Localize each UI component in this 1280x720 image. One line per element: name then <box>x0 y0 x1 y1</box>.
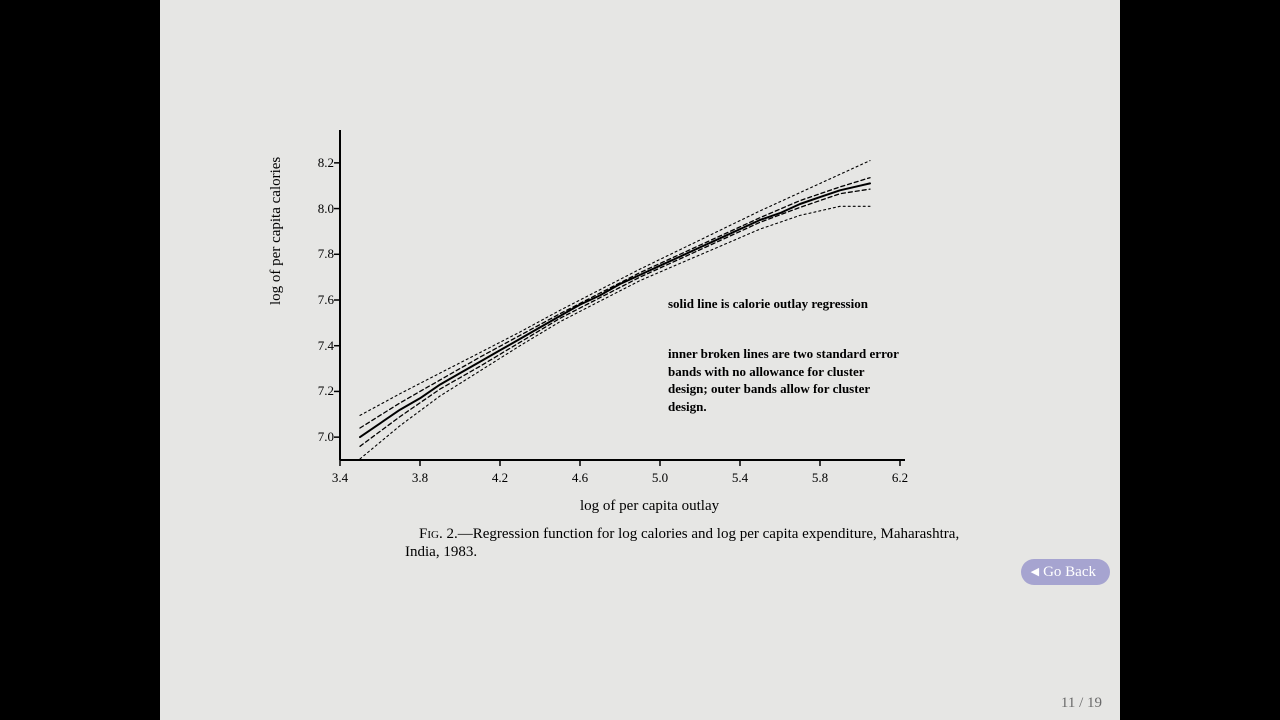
x-tick-label: 5.8 <box>805 470 835 486</box>
x-tick-label: 4.6 <box>565 470 595 486</box>
y-tick-label: 7.2 <box>306 383 334 399</box>
y-axis-label: log of per capita calories <box>268 157 285 305</box>
figure-caption: Fig. 2.—Regression function for log calo… <box>405 525 985 561</box>
x-tick-label: 5.4 <box>725 470 755 486</box>
back-arrow-icon: ◀ <box>1031 566 1039 578</box>
x-axis-label: log of per capita outlay <box>580 498 719 515</box>
slide-page: log of per capita calories log of per ca… <box>160 0 1120 720</box>
y-tick-label: 7.4 <box>306 338 334 354</box>
x-tick-label: 3.4 <box>325 470 355 486</box>
caption-body: Regression function for log calories and… <box>405 526 959 560</box>
annotation-bands: inner broken lines are two standard erro… <box>668 345 903 415</box>
x-tick-label: 6.2 <box>885 470 915 486</box>
y-tick-label: 8.2 <box>306 155 334 171</box>
annotation-solid-line: solid line is calorie outlay regression <box>668 295 898 313</box>
go-back-label: Go Back <box>1043 564 1096 580</box>
caption-prefix: Fig. 2.— <box>419 526 473 542</box>
chart-container: log of per capita calories log of per ca… <box>280 130 980 530</box>
y-tick-label: 7.8 <box>306 246 334 262</box>
page-number: 11 / 19 <box>1061 695 1102 712</box>
go-back-button[interactable]: ◀ Go Back <box>1021 559 1110 585</box>
x-tick-label: 4.2 <box>485 470 515 486</box>
x-tick-label: 3.8 <box>405 470 435 486</box>
y-tick-label: 7.0 <box>306 429 334 445</box>
y-tick-label: 8.0 <box>306 201 334 217</box>
x-tick-label: 5.0 <box>645 470 675 486</box>
y-tick-label: 7.6 <box>306 292 334 308</box>
